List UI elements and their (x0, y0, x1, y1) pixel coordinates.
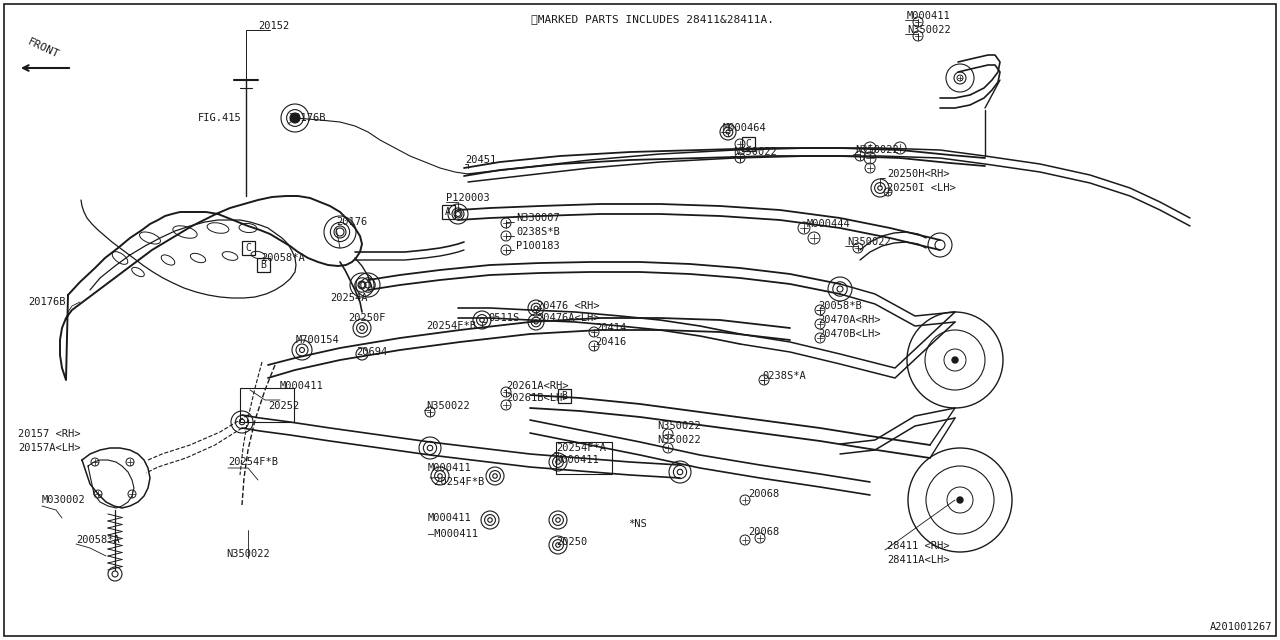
Text: 0511S: 0511S (488, 313, 520, 323)
Text: M000411: M000411 (428, 513, 472, 523)
Text: 20068: 20068 (748, 489, 780, 499)
Text: —M000411: —M000411 (428, 529, 477, 539)
Text: C: C (244, 243, 251, 253)
Text: FRONT: FRONT (26, 36, 61, 60)
Text: FIG.415: FIG.415 (198, 113, 242, 123)
Text: 20470B<LH>: 20470B<LH> (818, 329, 881, 339)
Text: 20058*A: 20058*A (76, 535, 120, 545)
Text: C: C (745, 139, 751, 149)
Circle shape (952, 357, 957, 363)
Text: N350022: N350022 (426, 401, 470, 411)
Text: N350022: N350022 (657, 421, 700, 431)
Text: 28411 <RH>: 28411 <RH> (887, 541, 950, 551)
Text: 20451: 20451 (465, 155, 497, 165)
Text: 20152: 20152 (259, 21, 289, 31)
Circle shape (957, 497, 963, 503)
Text: M000411: M000411 (428, 463, 472, 473)
Text: 28411A<LH>: 28411A<LH> (887, 555, 950, 565)
Text: M000411: M000411 (556, 455, 600, 465)
Text: N350022: N350022 (855, 145, 899, 155)
Text: 20254F*B: 20254F*B (228, 457, 278, 467)
Text: 20250I <LH>: 20250I <LH> (887, 183, 956, 193)
Text: A: A (445, 207, 451, 217)
Text: B: B (561, 391, 567, 401)
Text: 20157 <RH>: 20157 <RH> (18, 429, 81, 439)
Text: 20058*B: 20058*B (818, 301, 861, 311)
Text: 20254F*B: 20254F*B (426, 321, 476, 331)
Text: M000444: M000444 (806, 219, 851, 229)
Text: 20068: 20068 (748, 527, 780, 537)
Text: B: B (260, 260, 266, 270)
Text: P100183: P100183 (516, 241, 559, 251)
Text: M000464: M000464 (723, 123, 767, 133)
Text: ※MARKED PARTS INCLUDES 28411&28411A.: ※MARKED PARTS INCLUDES 28411&28411A. (531, 14, 774, 24)
Text: M000411: M000411 (908, 11, 951, 21)
Text: *NS: *NS (628, 519, 646, 529)
Text: ‷20254F*B: ‷20254F*B (428, 477, 484, 487)
Text: 20176B: 20176B (288, 113, 325, 123)
Text: 20157A<LH>: 20157A<LH> (18, 443, 81, 453)
Text: 0238S*A: 0238S*A (762, 371, 805, 381)
Text: 20176: 20176 (335, 217, 367, 227)
Text: P120003: P120003 (445, 193, 490, 203)
Text: 20694: 20694 (356, 347, 388, 357)
Text: M700154: M700154 (296, 335, 339, 345)
Text: 20254F*A: 20254F*A (556, 443, 605, 453)
Text: N350022: N350022 (733, 147, 777, 157)
Text: 20261B<LH>: 20261B<LH> (506, 393, 568, 403)
Text: 20470A<RH>: 20470A<RH> (818, 315, 881, 325)
Text: N350022: N350022 (908, 25, 951, 35)
Text: 20250H<RH>: 20250H<RH> (887, 169, 950, 179)
Text: 20250F: 20250F (348, 313, 385, 323)
Circle shape (291, 113, 300, 123)
Text: 20476 <RH>: 20476 <RH> (538, 301, 599, 311)
Text: 20416: 20416 (595, 337, 626, 347)
Text: 20252: 20252 (268, 401, 300, 411)
Text: 20261A<RH>: 20261A<RH> (506, 381, 568, 391)
Text: 20058*A: 20058*A (261, 253, 305, 263)
Text: N350022: N350022 (227, 549, 270, 559)
Text: 20414: 20414 (595, 323, 626, 333)
Text: N330007: N330007 (516, 213, 559, 223)
Text: 20250: 20250 (556, 537, 588, 547)
Text: N350022: N350022 (847, 237, 891, 247)
Text: A201001267: A201001267 (1210, 622, 1272, 632)
Text: 20176B: 20176B (28, 297, 65, 307)
Text: 20254A: 20254A (330, 293, 367, 303)
Text: 20476A<LH>: 20476A<LH> (538, 313, 599, 323)
Text: M030002: M030002 (42, 495, 86, 505)
Text: N350022: N350022 (657, 435, 700, 445)
Text: 0238S*B: 0238S*B (516, 227, 559, 237)
Text: M000411: M000411 (280, 381, 324, 391)
